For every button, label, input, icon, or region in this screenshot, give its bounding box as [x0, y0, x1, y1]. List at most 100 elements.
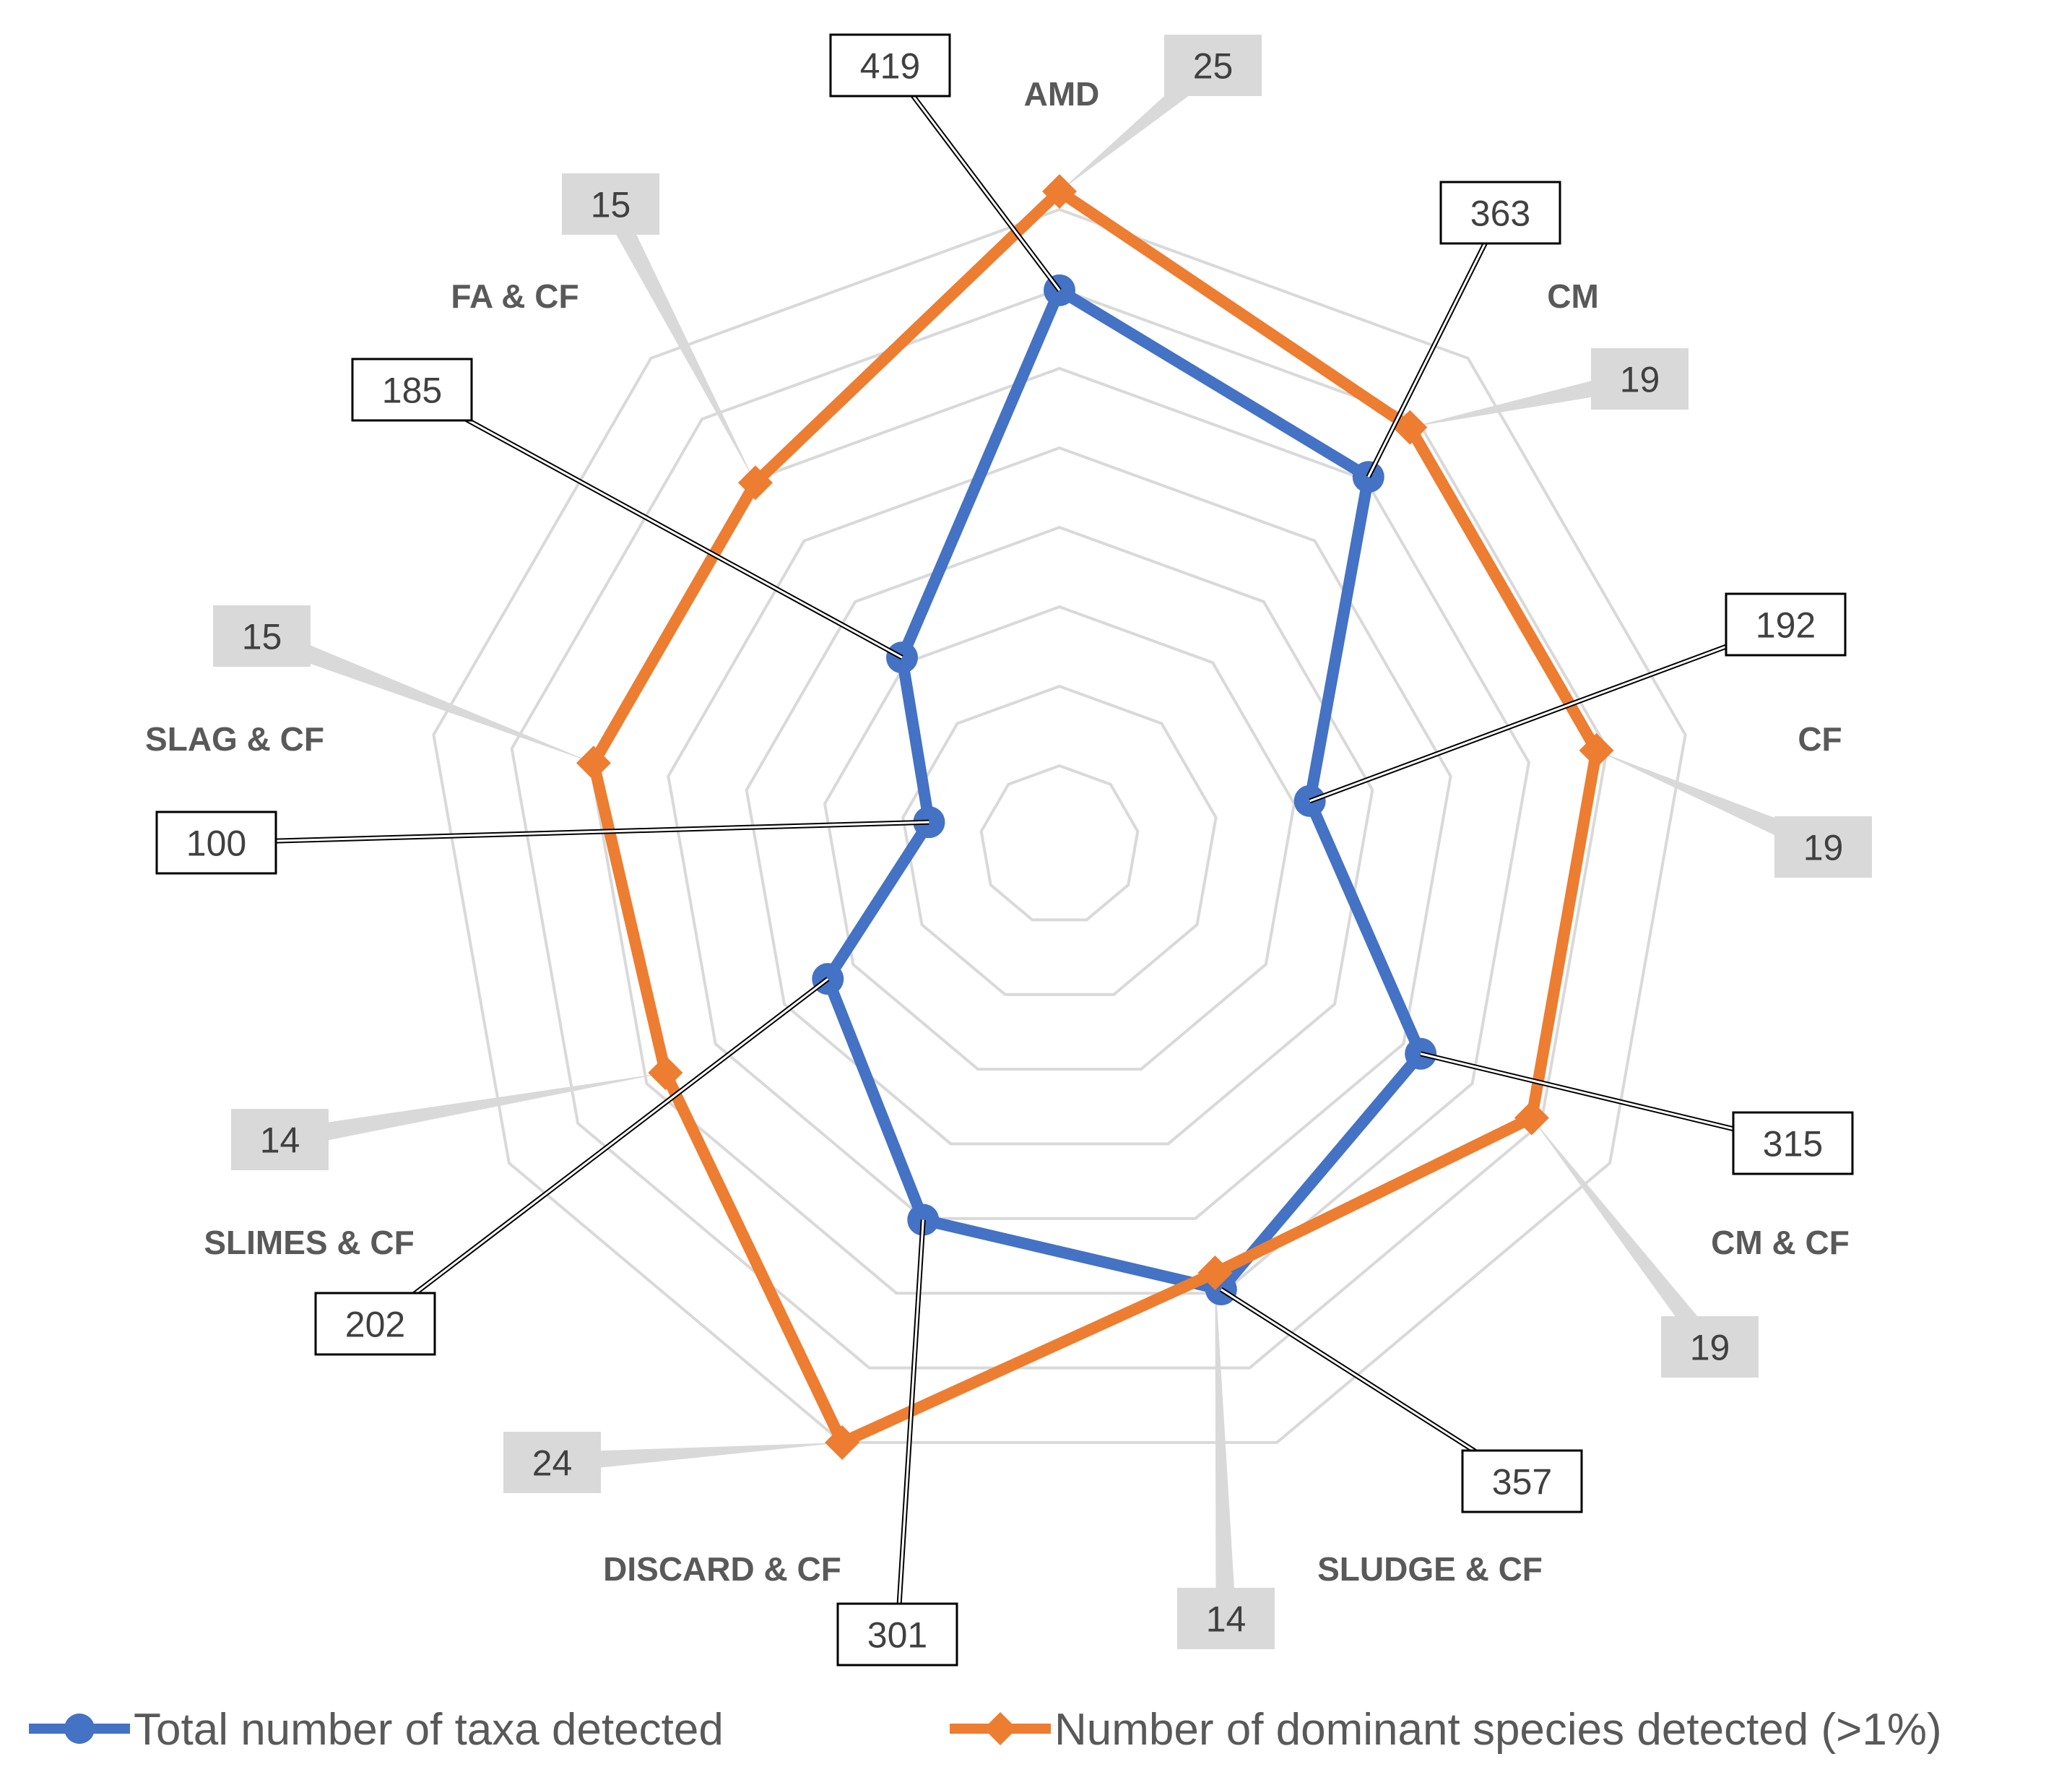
grid-ring: [979, 764, 1140, 922]
grid-ring: [823, 605, 1296, 1071]
data-label: 185: [382, 371, 442, 411]
series-line: [587, 186, 1603, 1448]
callout-box: [314, 1292, 436, 1356]
category-labels: AMD CM CF CM & CF SLUDGE & CF DISCARD & CF SLI…: [145, 75, 1850, 1588]
leader-line: [1309, 623, 1787, 803]
grid-ring: [588, 366, 1531, 1295]
data-label: 19: [1690, 1328, 1730, 1368]
data-label: 19: [1620, 360, 1660, 400]
callout-box: [351, 358, 473, 422]
total-callout: 185: [351, 358, 903, 660]
data-point: [1514, 1100, 1549, 1136]
callout-box: [1461, 1449, 1583, 1513]
category-label: CM & CF: [1711, 1224, 1850, 1261]
data-point: [648, 1055, 683, 1090]
leader-line: [258, 626, 594, 764]
total-callout: 192: [1309, 592, 1847, 804]
total-callout: 301: [836, 1219, 958, 1667]
leader-line: [411, 389, 903, 659]
grid-ring: [745, 525, 1374, 1146]
data-label: 357: [1492, 1462, 1552, 1503]
data-label: 419: [860, 46, 920, 87]
category-label: SLIMES & CF: [204, 1224, 414, 1261]
leader-line: [1215, 1273, 1236, 1619]
leader-line: [1221, 1288, 1523, 1482]
leader-line: [1596, 750, 1827, 857]
category-label: AMD: [1024, 75, 1100, 113]
data-label: 19: [1803, 828, 1844, 868]
category-label: CM: [1547, 277, 1599, 315]
grid-ring: [667, 446, 1452, 1220]
callout-box: [562, 173, 659, 235]
series-line: [822, 284, 1427, 1296]
data-label: 202: [345, 1305, 405, 1345]
category-label: FA & CF: [451, 277, 578, 315]
callout-box: [1774, 816, 1872, 878]
data-label: 14: [260, 1120, 300, 1161]
category-label: SLUDGE & CF: [1317, 1550, 1543, 1588]
data-point: [1197, 1255, 1233, 1291]
dominant-callout: 14: [1177, 1273, 1275, 1649]
dominant-callout: 24: [503, 1432, 843, 1493]
data-label: 15: [591, 185, 631, 225]
grid-ring: [901, 684, 1218, 996]
total-callout: 419: [829, 33, 1062, 292]
data-label: 363: [1470, 194, 1530, 234]
legend-item: Number of dominant species detected (>1%…: [950, 1705, 1942, 1755]
dominant-callout: 14: [231, 1073, 666, 1170]
callout-box: [1591, 348, 1689, 410]
data-label: 100: [186, 824, 246, 864]
total-callouts: 419 363 192 315 357 301 202 100 185: [155, 33, 1854, 1667]
leader-line: [278, 1073, 666, 1150]
dominant-callout: 19: [1531, 1118, 1759, 1378]
total-callout: 315: [1420, 1051, 1854, 1175]
data-label: 25: [1193, 46, 1234, 87]
category-label: SLAG & CF: [145, 720, 324, 758]
total-callout: 357: [1219, 1287, 1583, 1513]
dominant-callout: 15: [562, 173, 755, 483]
category-label: CF: [1798, 720, 1842, 758]
leader-line: [1420, 1053, 1793, 1144]
data-point: [737, 465, 773, 501]
leader-line: [551, 1442, 843, 1473]
callout-box: [1661, 1316, 1759, 1378]
leader-line: [602, 199, 755, 483]
callout-box: [1732, 1111, 1854, 1175]
callout-box: [1164, 35, 1262, 96]
leader-line: [896, 1219, 924, 1635]
callout-box: [213, 605, 311, 667]
data-label: 24: [532, 1443, 573, 1484]
callout-box: [1177, 1588, 1275, 1649]
data-series: [576, 174, 1614, 1460]
data-label: 14: [1206, 1599, 1247, 1640]
callout-box: [503, 1432, 601, 1493]
total-callout: 202: [314, 977, 830, 1356]
leader-line: [1367, 212, 1501, 477]
callout-box: [829, 33, 951, 98]
legend-label: Number of dominant species detected (>1%…: [1054, 1705, 1942, 1755]
data-point: [1579, 732, 1614, 768]
dominant-callout: 19: [1596, 750, 1872, 878]
leader-line: [374, 977, 829, 1325]
dominant-callout: 25: [1059, 35, 1262, 191]
radar-grid: [432, 207, 1687, 1444]
legend-label: Total number of taxa detected: [134, 1705, 724, 1755]
dominant-callouts: 25 19 19 19 14 24 14 15 15: [213, 35, 1872, 1649]
legend-marker: [984, 1712, 1017, 1745]
callout-box: [1725, 592, 1847, 657]
leader-line: [889, 64, 1061, 291]
callout-box: [1439, 181, 1561, 245]
callout-box: [231, 1109, 329, 1170]
data-label: 301: [867, 1615, 927, 1656]
total-callout: 100: [155, 811, 929, 875]
data-point: [1042, 174, 1077, 209]
total-callout: 363: [1366, 181, 1561, 478]
dominant-callout: 19: [1410, 348, 1689, 428]
leader-line: [216, 821, 929, 844]
data-point: [1392, 410, 1428, 445]
legend-item: Total number of taxa detected: [29, 1705, 724, 1755]
grid-ring: [510, 287, 1609, 1370]
leader-line: [1410, 368, 1642, 428]
grid-ring: [432, 207, 1687, 1444]
